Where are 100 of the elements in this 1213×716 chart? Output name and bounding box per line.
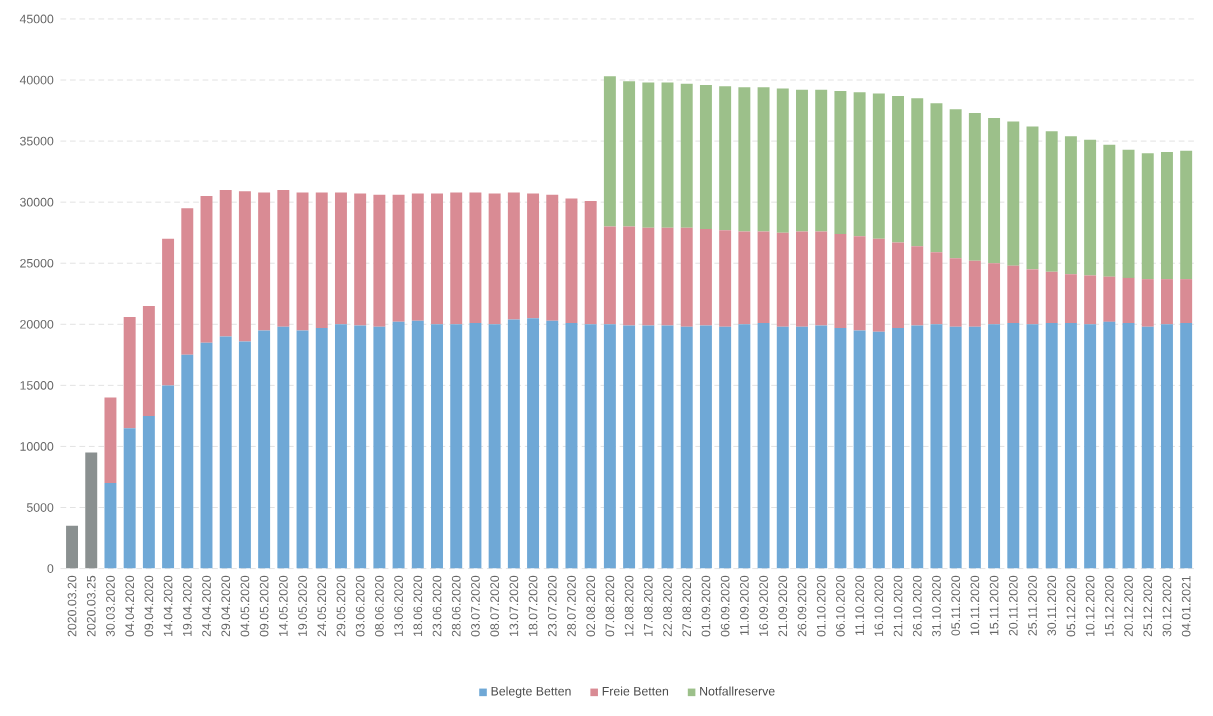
bar [738, 324, 751, 569]
bar [162, 238, 175, 386]
bar [392, 321, 405, 569]
x-tick-label: 23.06.2020 [432, 575, 442, 637]
x-tick-label: 30.12.2020 [1162, 575, 1172, 637]
bar [277, 189, 290, 327]
bar [373, 326, 386, 569]
bar [968, 112, 981, 261]
x-tick-label: 16.10.2020 [874, 575, 884, 636]
bar [258, 330, 271, 569]
x-tick-label: 06.10.2020 [836, 575, 845, 637]
bar [1045, 322, 1058, 569]
bar [181, 208, 194, 355]
x-tick-label: 29.04.2020 [221, 575, 231, 637]
bar [968, 260, 981, 327]
bar [796, 89, 808, 232]
bar [757, 87, 770, 232]
x-tick-label: 19.04.2020 [182, 575, 192, 636]
y-tick-label: 30000 [20, 197, 54, 207]
bar [1180, 322, 1193, 569]
legend-label: Belegte Betten [491, 686, 571, 698]
bar [315, 327, 328, 569]
bar [411, 193, 424, 321]
x-tick-label: 27.08.2020 [682, 575, 692, 637]
bar [603, 324, 616, 569]
bar [719, 230, 732, 327]
bar [1103, 321, 1116, 569]
bar [123, 427, 136, 569]
bar [1026, 324, 1039, 569]
bar [815, 89, 828, 232]
bar [104, 482, 117, 569]
bar [181, 354, 194, 569]
bar [1160, 278, 1173, 325]
bar [680, 326, 693, 569]
x-tick-label: 12.08.2020 [624, 575, 634, 636]
x-tick-label: 11.10.2020 [855, 575, 864, 635]
x-tick-label: 05.12.2020 [1066, 575, 1076, 637]
bar [642, 227, 655, 326]
bar [354, 193, 367, 326]
bar [373, 194, 386, 327]
x-tick-label: 2020.03.20 [67, 575, 77, 637]
bar [104, 397, 117, 483]
bar [642, 325, 655, 569]
bar [469, 322, 482, 569]
bar [949, 109, 962, 259]
x-tick-label: 08.07.2020 [490, 575, 499, 637]
x-tick-label: 28.07.2020 [567, 575, 576, 637]
bar [699, 228, 712, 326]
x-tick-label: 13.07.2020 [509, 575, 519, 636]
bar [757, 322, 770, 569]
bar [834, 233, 847, 328]
bar [623, 81, 636, 227]
bar [1045, 131, 1058, 272]
x-tick-label: 25.11.2020 [1028, 575, 1037, 636]
bar [238, 190, 251, 342]
x-tick-label: 01.10.2020 [816, 575, 826, 637]
bar [872, 238, 885, 332]
x-tick-label: 31.10.2020 [932, 575, 941, 637]
bar [911, 325, 924, 569]
bar [85, 452, 98, 569]
bar [930, 252, 943, 325]
bar [911, 98, 924, 246]
bar [796, 231, 808, 327]
bar [988, 117, 1001, 264]
bar [968, 326, 981, 569]
x-tick-label: 18.07.2020 [528, 575, 538, 636]
bar [527, 317, 540, 569]
bar [623, 226, 636, 326]
x-tick-label: 09.05.2020 [259, 575, 269, 637]
bar [66, 525, 79, 569]
bar [546, 320, 559, 569]
x-tick-label: 23.07.2020 [547, 575, 557, 637]
x-tick-label: 21.10.2020 [893, 575, 903, 637]
bar [834, 327, 847, 569]
x-tick-label: 20.12.2020 [1124, 575, 1133, 637]
x-tick-label: 22.08.2020 [663, 575, 672, 637]
bar [892, 242, 905, 328]
x-tick-label: 08.06.2020 [375, 575, 384, 637]
bar [776, 88, 789, 233]
bar [469, 192, 482, 323]
x-tick-label: 26.10.2020 [912, 575, 922, 637]
x-tick-label: 15.11.2020 [989, 575, 999, 635]
bar [603, 76, 616, 227]
x-tick-label: 26.09.2020 [797, 575, 807, 637]
x-tick-label: 25.12.2020 [1143, 575, 1153, 637]
x-tick-label: 09.04.2020 [144, 575, 154, 637]
bar [930, 103, 943, 253]
x-tick-label: 04.04.2020 [125, 575, 135, 637]
bar [1180, 150, 1193, 279]
bar [1007, 121, 1020, 266]
bar [488, 324, 501, 569]
bar [872, 331, 885, 569]
bar [1122, 277, 1135, 323]
bar [872, 93, 885, 239]
bar [1026, 269, 1039, 325]
bar [507, 192, 520, 320]
x-tick-label: 03.07.2020 [471, 575, 480, 637]
bar [853, 92, 866, 237]
bar [1160, 324, 1173, 569]
bar [1141, 326, 1154, 569]
